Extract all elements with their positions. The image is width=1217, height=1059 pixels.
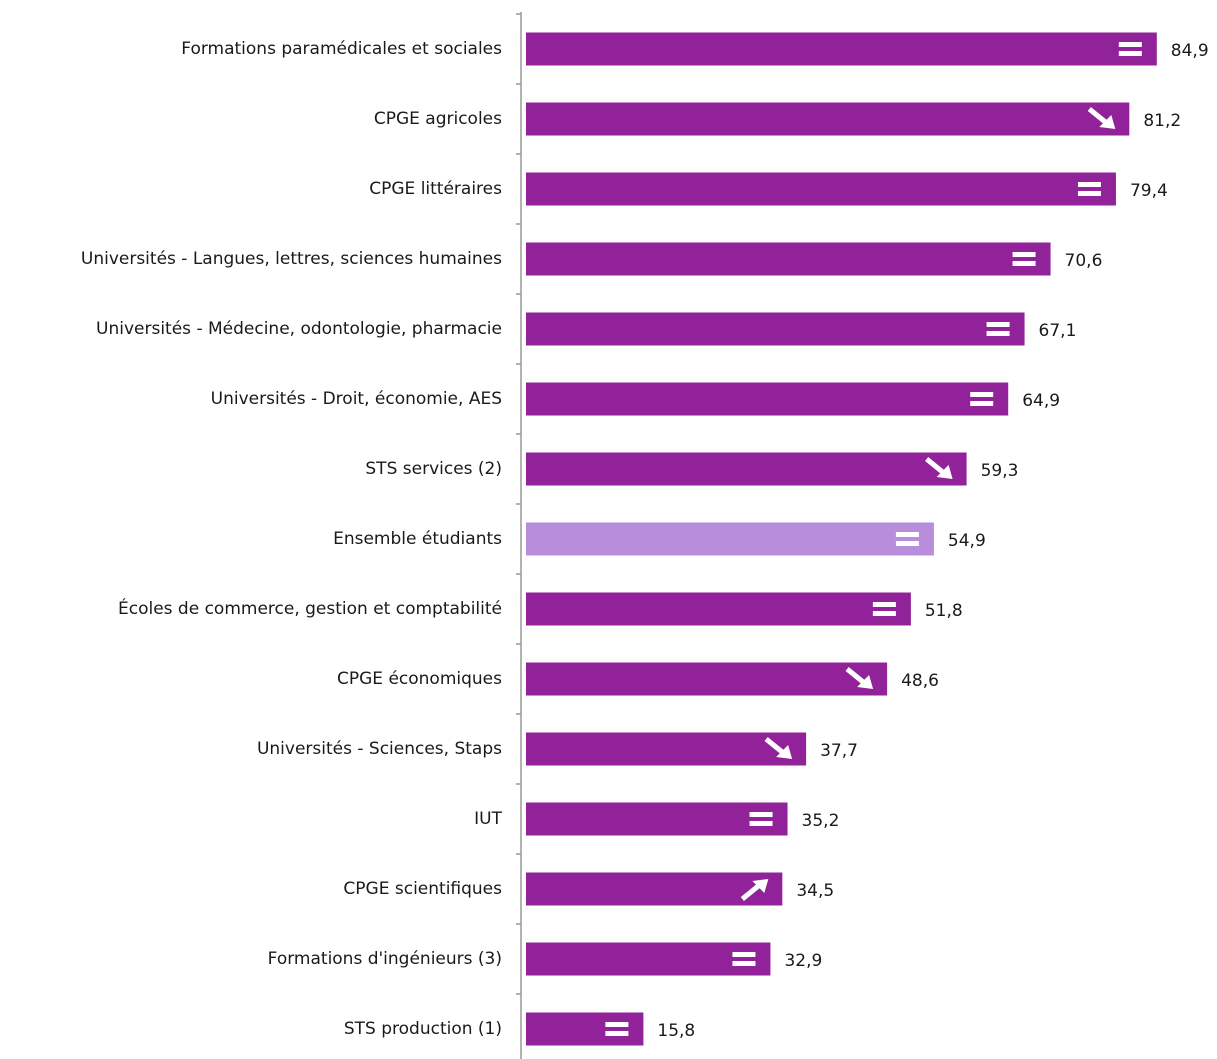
category-label: Ensemble étudiants — [333, 529, 502, 549]
trend-arrow-head — [936, 465, 953, 479]
trend-icon — [1012, 252, 1036, 266]
trend-equal — [1118, 42, 1142, 47]
trend-equal — [986, 322, 1010, 327]
category-label: Écoles de commerce, gestion et comptabil… — [118, 597, 502, 619]
value-label: 67,1 — [1039, 321, 1077, 341]
trend-icon — [1118, 42, 1142, 56]
value-label: 48,6 — [901, 671, 939, 691]
bar — [526, 382, 1009, 416]
value-label: 70,6 — [1065, 251, 1103, 271]
trend-icon — [925, 457, 953, 479]
trend-equal — [895, 541, 919, 546]
bar — [526, 242, 1051, 276]
category-label: Universités - Médecine, odontologie, pha… — [96, 319, 502, 339]
trend-arrow — [845, 667, 865, 684]
value-label: 59,3 — [981, 461, 1019, 481]
category-label: Universités - Langues, lettres, sciences… — [81, 249, 502, 269]
bar — [526, 1012, 644, 1046]
trend-arrow — [925, 457, 945, 474]
trend-icon — [764, 737, 793, 759]
category-label: CPGE économiques — [337, 669, 502, 689]
bar — [526, 942, 771, 976]
bar — [526, 312, 1025, 346]
trend-equal — [1118, 51, 1142, 56]
trend-arrow-head — [776, 745, 793, 759]
bar — [526, 872, 783, 906]
trend-equal — [605, 1022, 629, 1027]
trend-equal — [986, 331, 1010, 336]
category-label: Formations d'ingénieurs (3) — [268, 949, 502, 969]
category-label: CPGE scientifiques — [343, 879, 502, 899]
value-label: 15,8 — [657, 1021, 695, 1041]
value-label: 79,4 — [1130, 181, 1168, 201]
trend-icon — [749, 812, 773, 826]
value-label: 64,9 — [1022, 391, 1060, 411]
trend-icon — [986, 322, 1010, 336]
trend-equal — [970, 401, 994, 406]
trend-equal — [872, 602, 896, 607]
value-label: 32,9 — [784, 951, 822, 971]
category-label: STS services (2) — [365, 459, 502, 479]
trend-equal — [1012, 261, 1036, 266]
value-label: 37,7 — [820, 741, 858, 761]
trend-equal — [1077, 182, 1101, 187]
trend-icon — [845, 667, 874, 689]
bar — [526, 102, 1130, 136]
trend-equal — [749, 812, 773, 817]
bar — [526, 172, 1116, 206]
trend-equal — [732, 952, 756, 957]
trend-arrow-head — [1099, 115, 1116, 129]
category-label: CPGE agricoles — [374, 109, 502, 129]
trend-equal — [1077, 191, 1101, 196]
trend-equal — [895, 532, 919, 537]
trend-arrow-head — [857, 675, 874, 689]
value-label: 51,8 — [925, 601, 963, 621]
value-label: 35,2 — [802, 811, 840, 831]
category-label: CPGE littéraires — [369, 179, 502, 199]
trend-icon — [740, 879, 769, 901]
value-label: 84,9 — [1171, 41, 1209, 61]
trend-equal — [970, 392, 994, 397]
trend-icon — [895, 532, 919, 546]
trend-equal — [749, 821, 773, 826]
bar — [526, 662, 888, 696]
trend-icon — [1077, 182, 1101, 196]
bar — [526, 802, 788, 836]
category-label: IUT — [474, 809, 502, 829]
trend-equal — [732, 961, 756, 966]
trend-arrow-head — [752, 879, 769, 893]
value-label: 81,2 — [1143, 111, 1181, 131]
trend-equal — [605, 1031, 629, 1036]
trend-equal — [872, 611, 896, 616]
trend-icon — [605, 1022, 629, 1036]
category-label: STS production (1) — [344, 1019, 502, 1039]
trend-icon — [1087, 107, 1116, 129]
trend-arrow — [1087, 107, 1107, 124]
category-label: Universités - Sciences, Staps — [257, 739, 502, 759]
bar — [526, 522, 934, 556]
value-label: 34,5 — [796, 881, 834, 901]
bar — [526, 732, 807, 766]
trend-icon — [970, 392, 994, 406]
bar — [526, 452, 967, 486]
trend-arrow — [764, 737, 784, 754]
category-label: Universités - Droit, économie, AES — [211, 389, 502, 409]
trend-equal — [1012, 252, 1036, 257]
trend-icon — [872, 602, 896, 616]
trend-arrow — [740, 884, 760, 901]
trend-icon — [732, 952, 756, 966]
bar — [526, 32, 1157, 66]
value-label: 54,9 — [948, 531, 986, 551]
bar — [526, 592, 911, 626]
category-label: Formations paramédicales et sociales — [181, 39, 502, 59]
